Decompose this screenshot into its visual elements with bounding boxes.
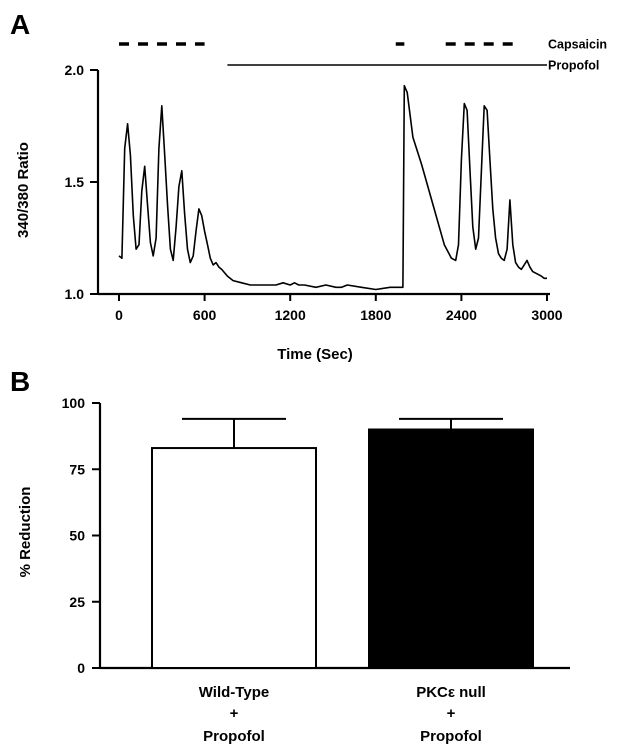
bar — [151, 447, 317, 669]
category-label: Wild-Type — [199, 684, 269, 701]
category-label: PKCε null — [416, 684, 486, 701]
x-tick-label: 600 — [193, 307, 217, 323]
y-ticks-b: 0 25 50 75 100 — [62, 395, 100, 676]
x-ticks-a: 0 600 1200 1800 2400 3000 — [115, 294, 563, 323]
category-label: Propofol — [420, 728, 482, 745]
x-tick-label: 3000 — [531, 307, 562, 323]
propofol-label: Propofol — [548, 59, 599, 73]
calcium-trace-line — [118, 84, 547, 291]
y-tick-label: 25 — [69, 594, 85, 610]
x-tick-label: 1800 — [360, 307, 391, 323]
y-tick-label: 75 — [69, 461, 85, 477]
y-tick-label: 0 — [77, 660, 85, 676]
category-label: Propofol — [203, 728, 265, 745]
panel-b: B 0 25 50 75 100 Wild-Type + Propofol PKCε null… — [10, 366, 570, 745]
x-tick-label: 1200 — [275, 307, 306, 323]
panel-a: A Capsaicin Propofol 1.0 1.5 2.0 0 600 1200 18… — [10, 9, 607, 363]
panel-b-letter: B — [10, 366, 30, 397]
y-tick-label: 50 — [69, 528, 85, 544]
capsaicin-label: Capsaicin — [548, 38, 607, 52]
category-label: + — [230, 705, 239, 722]
bars — [151, 417, 534, 669]
category-labels: Wild-Type + Propofol PKCε null + Propofol — [199, 684, 486, 745]
y-tick-label: 100 — [62, 395, 86, 411]
y-axis-title-b: % Reduction — [17, 487, 34, 578]
x-tick-label: 2400 — [446, 307, 477, 323]
y-axis-title-a: 340/380 Ratio — [15, 142, 32, 238]
y-tick-label: 1.0 — [65, 286, 85, 302]
treatment-bars: Capsaicin Propofol — [119, 38, 607, 73]
bar — [368, 428, 534, 669]
x-axis-title-a: Time (Sec) — [277, 346, 353, 363]
y-ticks-a: 1.0 1.5 2.0 — [65, 62, 98, 302]
y-tick-label: 1.5 — [65, 174, 85, 190]
x-tick-label: 0 — [115, 307, 123, 323]
panel-a-letter: A — [10, 9, 30, 40]
y-tick-label: 2.0 — [65, 62, 85, 78]
category-label: + — [447, 705, 456, 722]
